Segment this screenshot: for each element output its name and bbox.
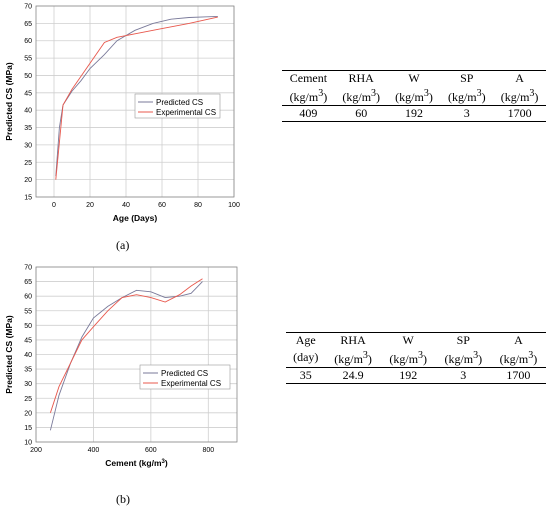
legend-box	[134, 93, 221, 119]
x-tick-label: 600	[145, 447, 157, 454]
y-tick-label: 60	[24, 38, 32, 45]
y-tick-label: 65	[24, 21, 32, 28]
table-header-cell: Cement	[282, 70, 335, 86]
y-tick-label: 35	[24, 125, 32, 132]
table-header-cell: W	[380, 332, 436, 348]
table-cell: 24.9	[325, 367, 381, 384]
plot-frame	[35, 266, 238, 443]
table-unit-row: (day) (kg/m3) (kg/m3) (kg/m3) (kg/m3)	[286, 348, 546, 368]
y-tick-label: 50	[24, 73, 32, 80]
x-axis-label: Cement (kg/m3)	[105, 458, 168, 468]
legend-entry: Experimental CS	[161, 379, 221, 388]
y-tick-label: 30	[24, 142, 32, 149]
y-tick-label: 25	[24, 160, 32, 167]
table-header-cell: RHA	[334, 70, 388, 86]
y-tick-label: 20	[24, 410, 32, 417]
y-tick-label: 70	[24, 265, 32, 272]
unit-cell: (kg/m3)	[499, 350, 538, 366]
y-tick-label: 40	[24, 352, 32, 359]
chart-b: 10 15 20 25 30 35 40 45 50 55 60 65 70 200 400 600 800 Ce…	[4, 265, 238, 468]
y-tick-label: 25	[24, 396, 32, 403]
unit-cell: (kg/m3)	[395, 88, 433, 104]
y-tick-label: 55	[24, 308, 32, 315]
table-row: 35 24.9 192 3 1700	[286, 367, 546, 384]
unit-cell: (kg/m3)	[389, 350, 428, 366]
x-tick-label: 100	[228, 202, 240, 209]
unit-cell: (kg/m3)	[500, 88, 539, 104]
legend-entry: Predicted CS	[161, 369, 208, 378]
y-tick-label: 50	[24, 323, 32, 330]
chart-a: 15 20 25 30 35 40 45 50 55 60 65 70 0 20 40 60 80 100 Age …	[4, 4, 240, 224]
y-axis-label: Predicted CS (MPa)	[4, 315, 14, 394]
y-tick-label: 30	[24, 381, 32, 388]
y-tick-label: 10	[24, 440, 32, 447]
y-tick-label: 45	[24, 90, 32, 97]
table-header-cell: Age	[286, 332, 326, 348]
table-cell: 3	[435, 367, 491, 384]
y-tick-label: 55	[24, 56, 32, 63]
table-header-row: Age RHA W SP A	[286, 332, 546, 348]
legend-box	[139, 364, 231, 390]
table-cell: 1700	[490, 367, 546, 384]
unit-cell: (kg/m3)	[334, 350, 372, 366]
x-tick-label: 80	[194, 202, 202, 209]
table-cell: 1700	[493, 105, 546, 122]
table-unit-row: (kg/m3) (kg/m3) (kg/m3) (kg/m3) (kg/m3)	[282, 86, 546, 106]
x-tick-label: 0	[52, 202, 56, 209]
table-header-cell: RHA	[325, 332, 381, 348]
table-header-cell: SP	[440, 70, 494, 86]
series-line	[49, 278, 203, 413]
table-row: 409 60 192 3 1700	[282, 105, 546, 122]
table-cell: 3	[440, 105, 494, 122]
x-tick-label: 40	[122, 202, 130, 209]
y-tick-label: 15	[24, 425, 32, 432]
x-tick-label: 60	[158, 202, 166, 209]
plot-frame	[35, 5, 235, 198]
y-tick-label: 45	[24, 337, 32, 344]
caption-b: (b)	[116, 492, 130, 506]
x-tick-label: 20	[86, 202, 94, 209]
parameter-table-a: Cement RHA W SP A (kg/m3) (kg/m3) (kg/m3…	[282, 70, 546, 122]
parameter-table-b: Age RHA W SP A (day) (kg/m3) (kg/m3) (kg…	[286, 332, 546, 384]
unit-cell: (kg/m3)	[447, 88, 486, 104]
y-tick-label: 15	[24, 195, 32, 202]
table-header-row: Cement RHA W SP A	[282, 70, 546, 86]
y-tick-label: 60	[24, 294, 32, 301]
x-tick-label: 400	[88, 447, 100, 454]
unit-cell: (day)	[293, 350, 319, 364]
y-tick-label: 35	[24, 367, 32, 374]
series-line	[55, 16, 218, 180]
x-tick-label: 200	[30, 447, 42, 454]
table-header-cell: SP	[435, 332, 491, 348]
table-header-cell: A	[493, 70, 546, 86]
table-cell: 192	[387, 105, 441, 122]
y-tick-label: 70	[24, 4, 32, 11]
table-header-cell: A	[490, 332, 546, 348]
caption-a: (a)	[116, 238, 130, 252]
unit-cell: (kg/m3)	[342, 88, 381, 104]
table-cell: 409	[282, 105, 335, 122]
table-cell: 192	[380, 367, 436, 384]
y-axis-label: Predicted CS (MPa)	[4, 62, 14, 141]
x-tick-label: 800	[202, 447, 214, 454]
y-tick-label: 40	[24, 108, 32, 115]
unit-cell: (kg/m3)	[289, 88, 328, 104]
y-tick-label: 20	[24, 177, 32, 184]
table-cell: 35	[286, 367, 326, 384]
legend-entry: Experimental CS	[156, 108, 216, 117]
x-axis-label: Age (Days)	[113, 213, 158, 223]
table-header-cell: W	[387, 70, 441, 86]
y-tick-label: 65	[24, 279, 32, 286]
unit-cell: (kg/m3)	[444, 350, 483, 366]
legend-entry: Predicted CS	[156, 98, 203, 107]
table-cell: 60	[334, 105, 388, 122]
